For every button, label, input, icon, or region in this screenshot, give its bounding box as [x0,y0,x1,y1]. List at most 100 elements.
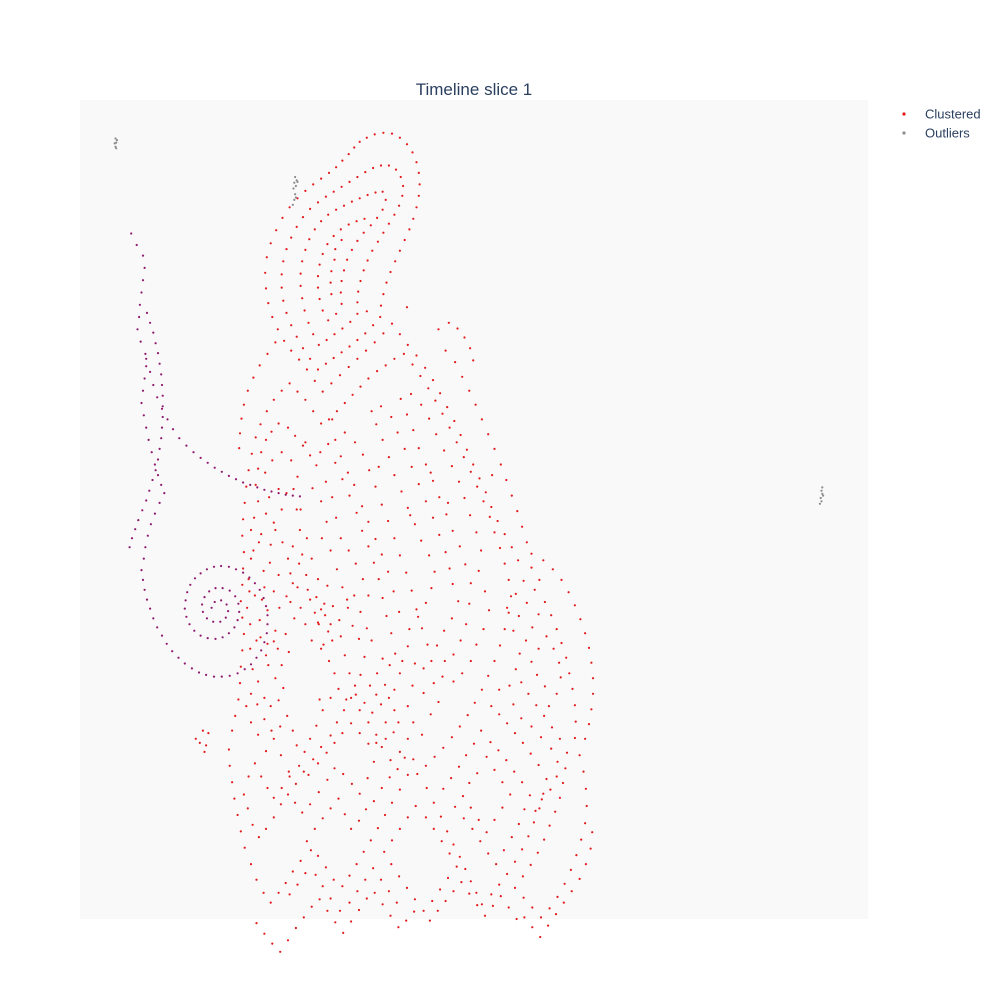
data-point-clustered [459,639,462,642]
data-point-clustered [326,778,329,781]
data-point-clustered [429,471,432,474]
data-point-clustered [160,426,164,429]
data-point-outliers [293,181,296,184]
data-point-clustered [291,870,294,873]
data-point-clustered [257,500,260,503]
data-point-clustered [495,863,498,866]
data-point-clustered [296,390,299,393]
data-point-clustered [341,478,344,481]
data-point-clustered [382,131,385,134]
legend-item-clustered[interactable]: Clustered [902,107,981,122]
data-point-clustered [452,843,455,846]
legend[interactable]: Clustered Outliers [902,107,981,141]
data-point-clustered [536,851,539,854]
points-layer [113,131,825,953]
data-point-clustered [524,639,528,642]
data-point-clustered [555,628,558,631]
legend-item-outliers[interactable]: Outliers [902,126,970,141]
data-point-clustered [444,551,447,554]
data-point-clustered [160,407,164,410]
data-point-clustered [299,859,302,863]
data-point-clustered [398,875,401,878]
data-point-clustered [301,553,304,556]
data-point-clustered [468,389,471,392]
data-point-outliers [821,486,824,489]
data-point-clustered [584,737,587,740]
data-point-clustered [340,302,343,305]
data-point-clustered [584,632,587,635]
data-point-clustered [356,175,359,179]
data-point-clustered [448,426,451,429]
data-point-clustered [346,606,349,609]
data-point-clustered [140,401,143,405]
data-point-clustered [242,518,245,521]
data-point-clustered [260,598,264,601]
data-point-clustered [452,680,455,683]
data-point-clustered [365,627,368,630]
data-point-clustered [326,909,329,912]
data-point-clustered [185,615,188,618]
data-point-clustered [393,537,396,540]
data-point-clustered [304,248,307,251]
data-point-clustered [301,260,304,263]
data-point-clustered [255,878,258,881]
data-point-clustered [323,602,326,605]
data-point-clustered [316,368,320,371]
data-point-clustered [375,693,378,696]
data-point-clustered [248,590,251,593]
data-point-clustered [543,600,547,604]
data-point-clustered [398,827,401,831]
data-point-clustered [345,698,348,701]
data-point-clustered [458,855,461,858]
data-point-clustered [394,168,398,171]
data-point-clustered [362,231,365,234]
data-point-clustered [493,447,496,450]
data-point-clustered [249,623,252,626]
data-point-clustered [493,531,496,534]
data-point-clustered [286,939,290,942]
data-point-clustered [257,541,260,544]
data-point-clustered [325,751,328,754]
data-point-clustered [329,897,332,900]
data-point-clustered [521,525,524,528]
data-point-clustered [473,701,476,704]
data-point-clustered [379,304,383,307]
data-point-clustered [493,768,496,772]
data-point-clustered [260,533,263,536]
data-point-clustered [210,606,213,609]
data-point-clustered [420,403,423,406]
data-point-clustered [178,437,181,440]
data-point-clustered [231,729,234,732]
data-point-clustered [274,629,277,632]
data-point-clustered [446,406,449,409]
data-point-clustered [348,672,351,675]
data-point-clustered [199,456,202,459]
data-point-clustered [554,810,557,813]
data-point-clustered [465,623,468,626]
data-point-clustered [249,663,253,666]
data-point-clustered [382,332,385,335]
data-point-clustered [389,270,392,274]
data-point-clustered [431,379,435,382]
data-point-clustered [193,577,197,580]
data-point-clustered [317,343,320,346]
data-point-clustered [305,368,308,371]
data-point-clustered [376,827,379,830]
data-point-clustered [388,664,391,667]
data-point-clustered [269,901,272,904]
data-point-clustered [325,520,328,523]
data-point-clustered [243,846,246,849]
data-point-clustered [562,901,565,904]
data-point-clustered [420,539,423,542]
data-point-clustered [312,333,315,336]
data-point-clustered [532,821,536,824]
data-point-clustered [242,481,245,484]
data-point-clustered [487,609,491,612]
data-point-clustered [309,849,312,852]
data-point-clustered [370,639,373,642]
data-point-clustered [469,659,472,663]
data-point-clustered [364,349,368,352]
data-point-clustered [326,584,329,587]
data-point-clustered [405,306,409,309]
data-point-clustered [417,194,420,197]
